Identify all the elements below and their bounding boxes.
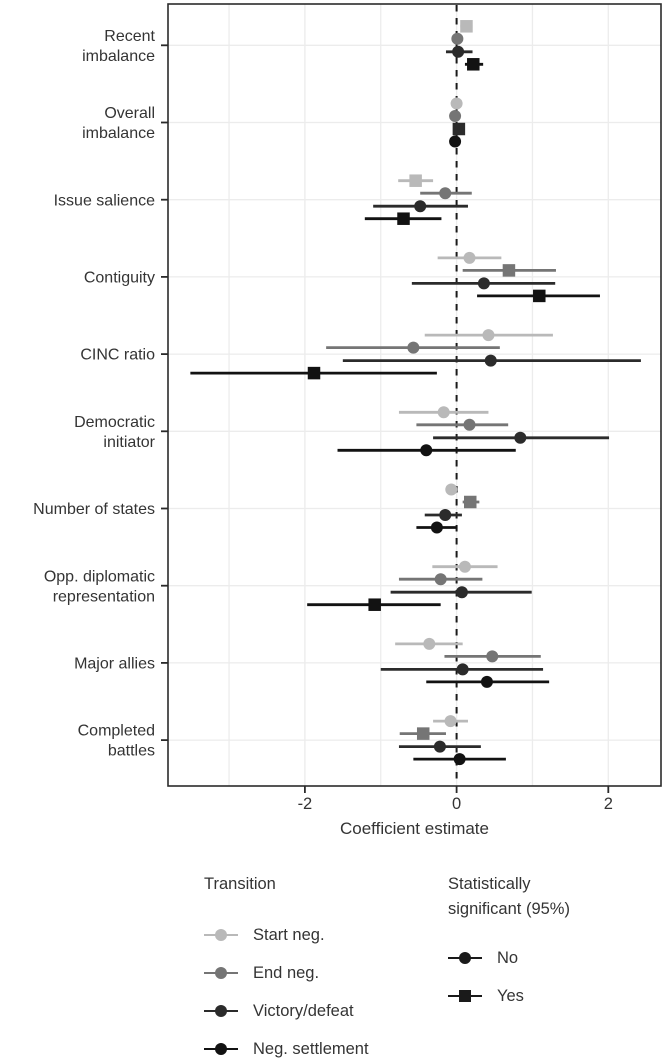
point-marker-circle <box>430 521 443 534</box>
point-marker-circle <box>458 560 471 573</box>
legend-item-victory-defeat: Victory/defeat <box>204 997 369 1025</box>
category-label: imbalance <box>82 125 155 142</box>
category-label: Overall <box>104 105 155 122</box>
circle-marker-icon <box>215 967 227 979</box>
legend-item-not-significant: No <box>448 944 628 972</box>
point-marker-circle <box>451 32 464 45</box>
category-label: battles <box>108 743 155 760</box>
point-marker-circle <box>423 637 436 650</box>
point-marker-square <box>368 598 381 611</box>
legend-item-neg-settlement: Neg. settlement <box>204 1035 369 1062</box>
square-marker-icon <box>459 990 471 1002</box>
point-marker-square <box>464 495 477 509</box>
category-label: Contiguity <box>84 270 155 287</box>
point-marker-circle <box>449 135 462 148</box>
category-label: CINC ratio <box>80 347 155 364</box>
point-marker-circle <box>486 650 499 663</box>
not-significant-key-icon <box>448 951 482 965</box>
neg-settlement-key-icon <box>204 1042 238 1056</box>
point-marker-square <box>416 727 430 740</box>
category-label: Number of states <box>33 501 155 518</box>
point-marker-circle <box>433 740 446 753</box>
legend-significance-title: Statistically significant (95%) <box>448 875 570 918</box>
point-marker-circle <box>463 251 476 264</box>
x-tick-label: -2 <box>298 795 313 813</box>
point-marker-circle <box>514 431 527 444</box>
end-neg-key-icon <box>204 966 238 980</box>
legend-label: Neg. settlement <box>253 1039 369 1058</box>
point-marker-circle <box>439 187 452 200</box>
legend-label: Yes <box>497 986 524 1005</box>
coefficient-forest-plot: Recent imbalance Overall imbalance Issue sal… <box>33 3 662 838</box>
point-marker-square <box>502 264 516 277</box>
point-marker-square <box>409 174 422 187</box>
category-label: Democratic <box>74 414 155 431</box>
legend-item-start-neg: Start neg. <box>204 921 369 949</box>
point-marker-circle <box>407 341 420 354</box>
category-label: Issue salience <box>54 192 155 209</box>
x-axis-title: Coefficient estimate <box>340 819 489 838</box>
significant-key-icon <box>448 989 482 1003</box>
point-marker-square <box>460 20 473 33</box>
point-marker-circle <box>414 200 427 213</box>
point-marker-circle <box>444 715 457 728</box>
start-neg-key-icon <box>204 928 238 942</box>
legend-item-end-neg: End neg. <box>204 959 369 987</box>
point-marker-circle <box>445 483 458 496</box>
legend-label: No <box>497 948 519 967</box>
legend-transition: Transition Start neg. End neg. Victory/d… <box>204 872 369 1062</box>
point-marker-circle <box>456 663 469 676</box>
legend-item-significant: Yes <box>448 982 628 1010</box>
panel-border <box>167 3 662 787</box>
category-label: imbalance <box>82 48 155 65</box>
category-label: initiator <box>103 434 155 451</box>
circle-marker-icon <box>215 1043 227 1055</box>
point-marker-circle <box>449 110 462 122</box>
point-marker-circle <box>439 509 452 521</box>
point-marker-square <box>533 289 546 303</box>
point-marker-square <box>307 366 321 380</box>
point-marker-circle <box>453 753 466 766</box>
category-label: Major allies <box>74 656 155 673</box>
x-tick-label: 0 <box>452 795 461 813</box>
category-label: representation <box>53 588 155 605</box>
category-label: Opp. diplomatic <box>44 568 155 585</box>
point-marker-circle <box>450 97 463 110</box>
point-marker-circle <box>463 418 476 431</box>
legend-significance: Statistically significant (95%) No Yes <box>448 872 628 1020</box>
point-marker-circle <box>455 586 468 599</box>
point-marker-square <box>397 212 410 225</box>
legend-label: Victory/defeat <box>253 1001 354 1020</box>
category-label: Recent <box>104 28 155 45</box>
x-tick-label: 2 <box>604 795 613 813</box>
victory-defeat-key-icon <box>204 1004 238 1018</box>
point-marker-circle <box>480 675 493 688</box>
point-marker-circle <box>434 573 447 586</box>
legend-label: Start neg. <box>253 925 325 944</box>
point-marker-circle <box>452 45 465 58</box>
legend-transition-title: Transition <box>204 875 276 893</box>
category-label: Completed <box>78 723 155 740</box>
point-marker-circle <box>484 354 497 367</box>
point-marker-circle <box>437 406 450 419</box>
circle-marker-icon <box>459 952 471 964</box>
point-marker-circle <box>482 329 495 342</box>
point-marker-square <box>452 122 466 136</box>
point-marker-circle <box>477 277 490 290</box>
circle-marker-icon <box>215 1005 227 1017</box>
circle-marker-icon <box>215 929 227 941</box>
point-marker-square <box>467 58 480 71</box>
point-marker-circle <box>420 444 433 457</box>
legend-label: End neg. <box>253 963 320 982</box>
